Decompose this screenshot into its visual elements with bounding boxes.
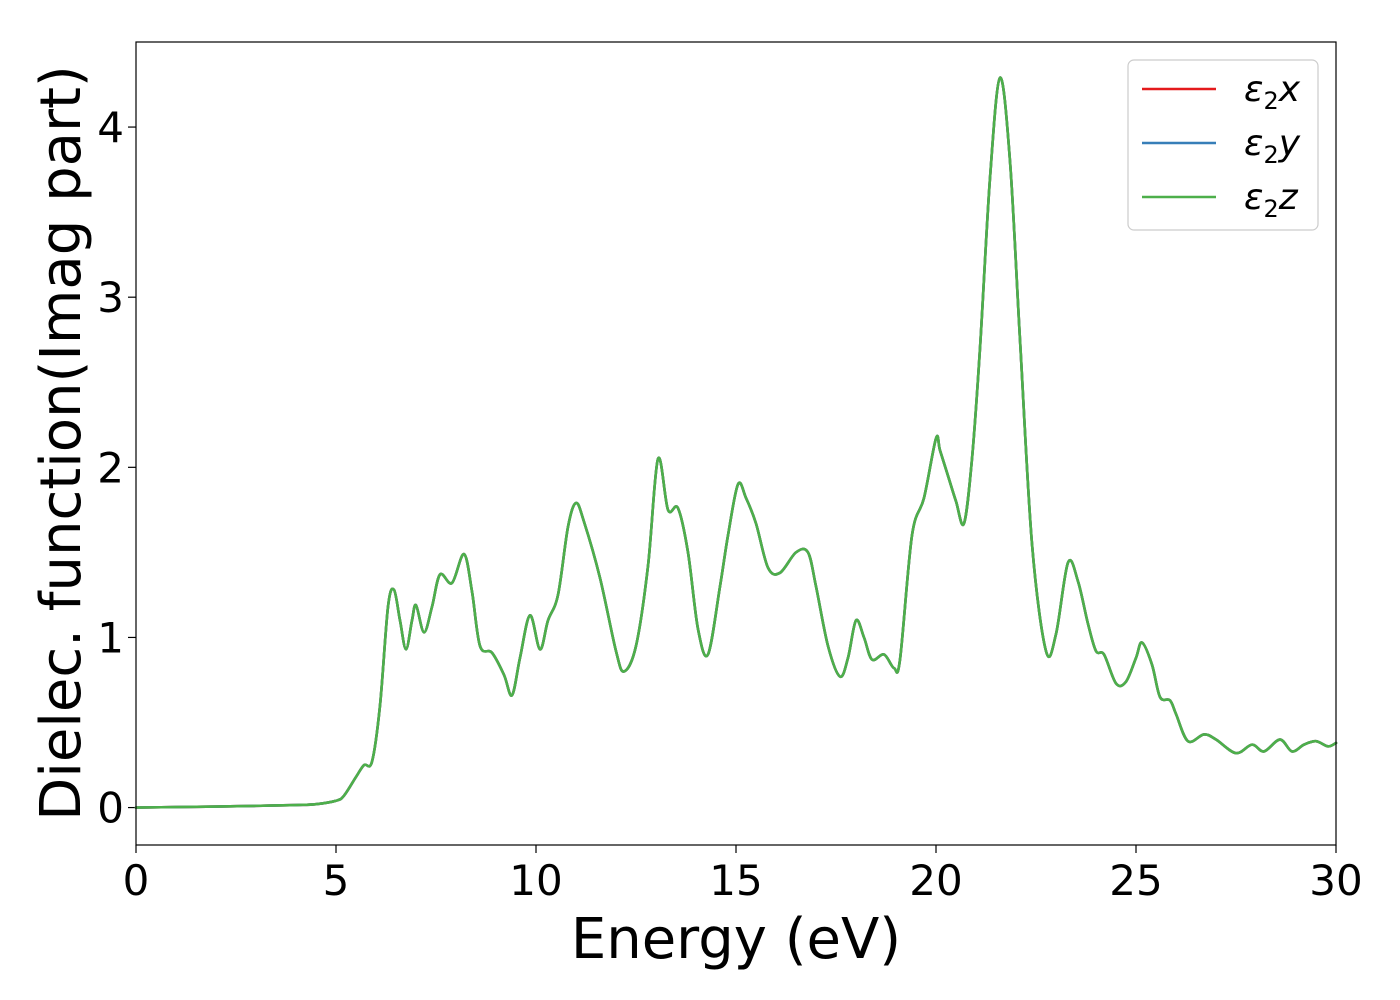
legend-label: ε2z [1244, 177, 1299, 223]
x-tick-label: 10 [509, 856, 562, 905]
x-tick-label: 25 [1109, 856, 1162, 905]
legend-box [1127, 59, 1319, 231]
x-tick-label: 5 [323, 856, 350, 905]
y-tick-label: 3 [97, 273, 124, 322]
series-line-z [134, 76, 1338, 809]
y-axis-label: Dielec. function(Imag part) [29, 65, 94, 821]
x-tick-label: 30 [1309, 856, 1362, 905]
series-lines [134, 76, 1338, 809]
x-axis-ticks: 0 5 10 15 20 25 30 [123, 845, 1363, 905]
plot-frame [135, 41, 1337, 846]
y-tick-label: 1 [97, 613, 124, 662]
y-tick-label: 2 [97, 443, 124, 492]
x-tick-label: 0 [123, 856, 150, 905]
legend-label: ε2y [1244, 123, 1301, 169]
x-tick-label: 20 [909, 856, 962, 905]
legend-label: ε2x [1244, 69, 1301, 115]
legend: ε2x ε2y ε2z [1127, 59, 1319, 231]
x-axis-label: Energy (eV) [571, 907, 901, 972]
y-tick-label: 4 [97, 103, 124, 152]
y-axis-ticks: 0 1 2 3 4 [97, 103, 136, 833]
y-tick-label: 0 [97, 784, 124, 833]
x-tick-label: 15 [709, 856, 762, 905]
